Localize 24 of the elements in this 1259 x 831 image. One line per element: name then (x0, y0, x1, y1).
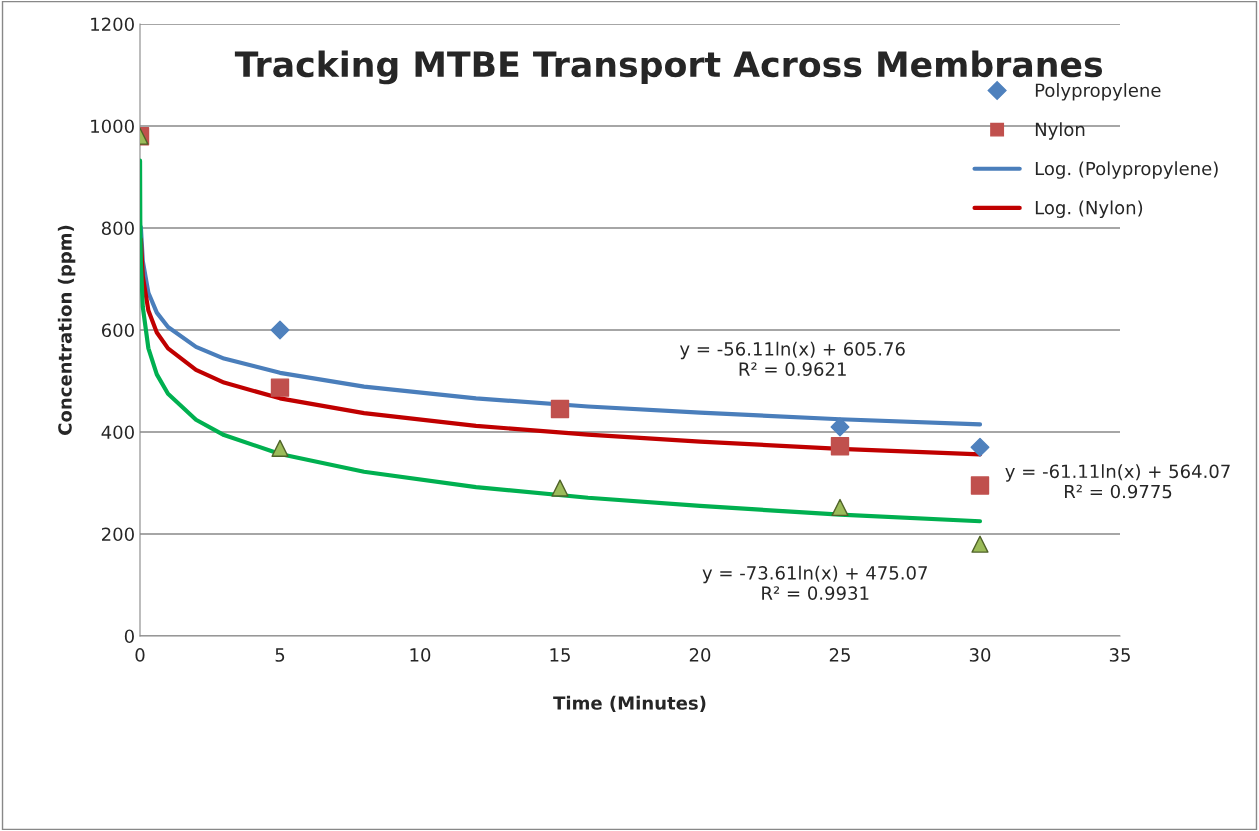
y-axis-title: Concentration (ppm) (57, 225, 76, 435)
legend-label: Nylon (1035, 122, 1085, 140)
x-tick-label: 35 (1109, 648, 1130, 662)
y-tick-label: 200 (102, 527, 134, 542)
legend-label: Log. (Polypropylene) (1035, 161, 1218, 179)
x-tick-label: 15 (550, 648, 570, 662)
y-tick-label: 400 (101, 425, 134, 440)
x-tick-label: 0 (135, 648, 145, 662)
legend-label: Polypropylene (1035, 83, 1161, 101)
annotation: y = -61.11ln(x) + 564.07 R² = 0.9775 (1005, 464, 1230, 499)
x-tick-label: 5 (275, 648, 285, 662)
y-tick-label: 1000 (91, 119, 134, 134)
annotation: y = -73.61ln(x) + 475.07 R² = 0.9931 (702, 565, 927, 600)
x-tick-label: 30 (969, 648, 991, 662)
x-tick-label: 25 (829, 648, 850, 662)
x-tick-label: 10 (410, 648, 431, 662)
x-axis-title: Time (Minutes) (553, 695, 706, 712)
y-tick-label: 1200 (91, 17, 134, 32)
x-tick-label: 20 (689, 648, 711, 662)
legend-label: Log. (Nylon) (1035, 200, 1143, 218)
annotation: y = -56.11ln(x) + 605.76 R² = 0.9621 (679, 341, 905, 376)
y-tick-label: 600 (101, 323, 134, 338)
y-tick-label: 0 (124, 629, 134, 644)
y-tick-label: 800 (101, 221, 134, 236)
